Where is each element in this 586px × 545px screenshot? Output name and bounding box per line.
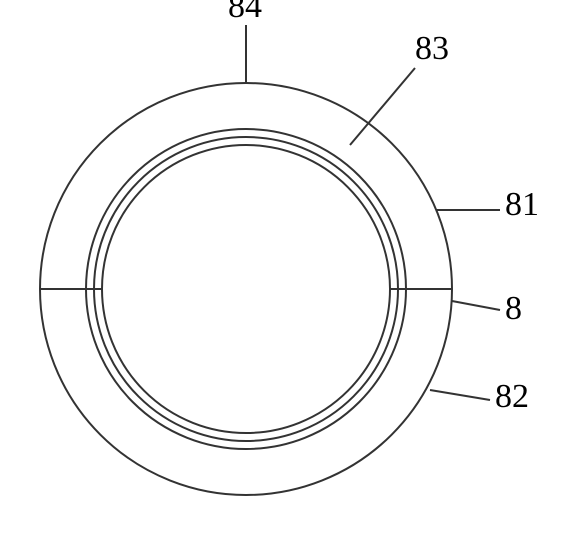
label-83: 83 bbox=[415, 30, 449, 68]
label-82: 82 bbox=[495, 378, 529, 416]
label-81: 81 bbox=[505, 186, 539, 224]
leader-8 bbox=[452, 301, 500, 310]
label-84: 84 bbox=[228, 0, 262, 26]
ring-diagram: 84 83 81 8 82 bbox=[0, 0, 586, 540]
ring-83-inner bbox=[94, 137, 398, 441]
inner-circle bbox=[102, 145, 390, 433]
ring-83-outer bbox=[86, 129, 406, 449]
label-8: 8 bbox=[505, 290, 522, 328]
diagram-svg bbox=[0, 0, 586, 540]
leader-82 bbox=[430, 390, 490, 400]
